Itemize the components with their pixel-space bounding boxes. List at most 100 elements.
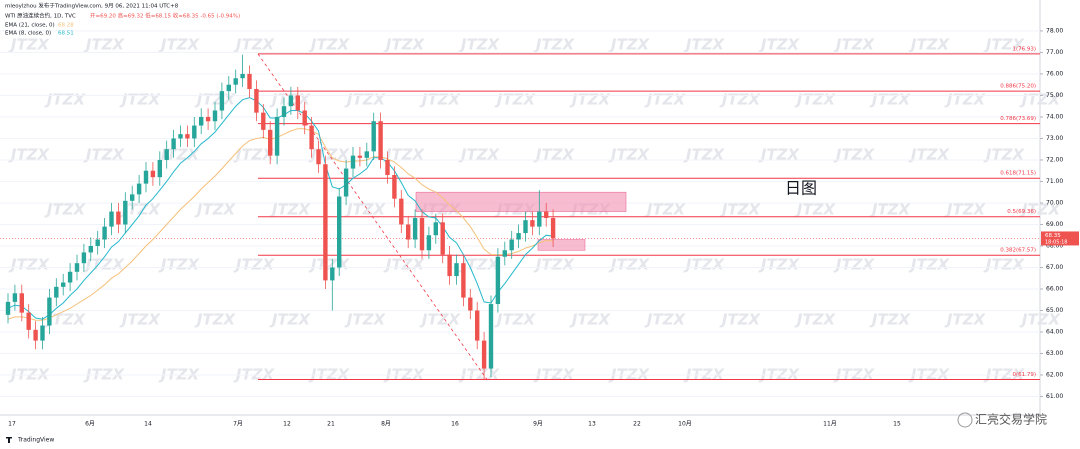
watermark: JTZX xyxy=(494,311,537,329)
watermark: JTZX xyxy=(383,366,426,384)
x-tick-label: 6月 xyxy=(85,421,95,428)
watermarks: JTZX JTZX JTZX JTZX JTZX JTZX JTZX JTZX JTZX JTZX… xyxy=(8,36,1062,384)
y-tick-label: 64.00 xyxy=(1046,329,1063,336)
watermark: JTZX xyxy=(608,36,651,54)
watermark: JTZX xyxy=(344,91,387,109)
candle-body xyxy=(192,125,197,139)
fib-label: 0.786(73.69) xyxy=(1000,116,1036,122)
y-tick-label: 74.00 xyxy=(1046,113,1063,120)
watermark: JTZX xyxy=(308,146,351,164)
x-tick-label: 11月 xyxy=(823,421,837,428)
watermark: JTZX xyxy=(983,256,1026,274)
candle-body xyxy=(461,263,466,298)
y-tick-label: 67.00 xyxy=(1046,264,1063,271)
annotation: 日图 xyxy=(785,179,817,198)
y-tick-label: 66.00 xyxy=(1046,285,1063,292)
fib-label: 1(76.93) xyxy=(1012,46,1036,52)
watermark: JTZX xyxy=(683,36,726,54)
watermark: JTZX xyxy=(869,201,912,219)
candle-body xyxy=(164,149,169,160)
watermark: JTZX xyxy=(869,311,912,329)
candle-body xyxy=(199,116,204,126)
watermark: JTZX xyxy=(419,311,462,329)
candle-body xyxy=(61,282,66,287)
watermark: JTZX xyxy=(83,36,126,54)
watermark: JTZX xyxy=(794,201,837,219)
y-tick-label: 72.00 xyxy=(1046,156,1063,163)
watermark: JTZX xyxy=(44,201,87,219)
candle-body xyxy=(426,235,432,251)
zone xyxy=(415,191,627,212)
watermark: JTZX xyxy=(344,201,387,219)
watermark: JTZX xyxy=(458,256,501,274)
x-tick-label: 21 xyxy=(327,421,335,428)
candle-body xyxy=(509,239,514,251)
candle-body xyxy=(502,250,507,257)
legend-name: EMA (8, close, 0) xyxy=(5,31,51,37)
x-tick-label: 14 xyxy=(144,421,152,428)
watermark: JTZX xyxy=(569,91,612,109)
y-tick-label: 68.00 xyxy=(1046,242,1063,249)
candle-body xyxy=(550,218,556,239)
candle-body xyxy=(5,301,11,315)
watermark: JTZX xyxy=(233,146,276,164)
last-price-tag xyxy=(1041,231,1079,246)
x-tick-label: 13 xyxy=(588,421,596,428)
candle-body xyxy=(309,125,314,150)
watermark: JTZX xyxy=(158,146,201,164)
candle-body xyxy=(399,198,404,225)
watermark: JTZX xyxy=(908,146,951,164)
watermark: JTZX xyxy=(494,91,537,109)
candle-body xyxy=(316,149,321,165)
watermark: JTZX xyxy=(344,311,387,329)
candle-body xyxy=(254,88,259,113)
x-tick-label: 12 xyxy=(283,421,291,428)
candle-body xyxy=(419,218,425,251)
watermark: JTZX xyxy=(233,366,276,384)
watermark: JTZX xyxy=(383,256,426,274)
watermark: JTZX xyxy=(458,146,501,164)
candle-body xyxy=(481,340,487,369)
candle-body xyxy=(544,211,549,219)
publisher: mleoylzhou 发布于TradingView.com, 9月 06, 20… xyxy=(5,2,179,10)
legend-name: EMA (21, close, 0) xyxy=(5,23,55,29)
candle-body xyxy=(468,297,473,311)
candle-body xyxy=(385,159,390,176)
y-tick-label: 77.00 xyxy=(1046,49,1063,56)
ohlc: 开=69.20 高=69.32 低=68.15 收=68.35 -0.65 (-… xyxy=(90,12,240,20)
candle-body xyxy=(516,233,521,240)
candle-body xyxy=(274,116,280,156)
x-tick-label: 9月 xyxy=(533,421,543,428)
watermark: JTZX xyxy=(644,311,687,329)
candle-body xyxy=(537,211,542,227)
watermark: JTZX xyxy=(8,366,51,384)
brand-icon xyxy=(957,412,973,428)
candle-body xyxy=(330,267,335,281)
candle-body xyxy=(81,252,87,264)
watermark: JTZX xyxy=(383,146,426,164)
watermark: JTZX xyxy=(794,91,837,109)
fib-label: 0.618(71.15) xyxy=(1000,171,1036,177)
y-tick-label: 76.00 xyxy=(1046,70,1063,77)
watermark: JTZX xyxy=(833,36,876,54)
y-tick-label: 65.00 xyxy=(1046,307,1063,314)
watermark: JTZX xyxy=(944,201,987,219)
legend-value: 68.28 xyxy=(58,23,74,29)
candle-body xyxy=(74,263,80,272)
watermark: JTZX xyxy=(758,146,801,164)
candle-body xyxy=(19,293,24,313)
y-tick-label: 71.00 xyxy=(1046,178,1063,185)
candle-body xyxy=(357,155,363,158)
fib-label: 0.886(75.20) xyxy=(1000,84,1036,90)
watermark: JTZX xyxy=(308,36,351,54)
watermark: JTZX xyxy=(44,311,87,329)
watermark: JTZX xyxy=(833,366,876,384)
candle-body xyxy=(454,263,459,277)
watermark: JTZX xyxy=(644,201,687,219)
watermark: JTZX xyxy=(533,256,576,274)
watermark: JTZX xyxy=(419,91,462,109)
countdown: 18:05:18 xyxy=(1045,239,1067,245)
candle-body xyxy=(371,121,376,152)
candle-body xyxy=(171,138,176,150)
watermark: JTZX xyxy=(608,256,651,274)
